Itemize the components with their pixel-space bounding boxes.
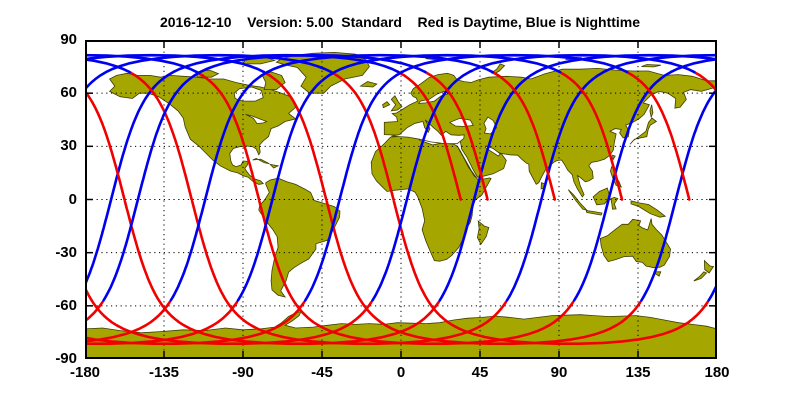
water-black-sea bbox=[448, 117, 474, 127]
y-tick-label-90: 90 bbox=[60, 31, 77, 48]
daytime-track bbox=[85, 300, 239, 346]
nighttime-track bbox=[85, 53, 400, 288]
world-map-svg bbox=[85, 40, 717, 359]
y-tick-label-30: 30 bbox=[60, 137, 77, 155]
nighttime-track bbox=[371, 53, 696, 302]
land-new-zealand-north bbox=[703, 259, 715, 274]
x-tick-label-135: 135 bbox=[625, 364, 651, 381]
nighttime-track bbox=[236, 53, 562, 302]
land-java bbox=[585, 210, 603, 216]
x-tick-label-0: 0 bbox=[396, 364, 406, 381]
chart-title: 2016-12-10 Version: 5.00 Standard Red is… bbox=[159, 14, 641, 30]
land-sulawesi bbox=[610, 196, 619, 210]
nighttime-track bbox=[572, 57, 717, 302]
daytime-track bbox=[558, 70, 624, 201]
daytime-track bbox=[123, 200, 440, 346]
land-ireland bbox=[382, 101, 391, 109]
nighttime-track bbox=[102, 53, 427, 302]
y-tick-label--60: -60 bbox=[55, 296, 77, 314]
daytime-track bbox=[397, 70, 463, 201]
x-tick-label-90: 90 bbox=[550, 364, 568, 381]
land-cuba bbox=[252, 157, 270, 165]
y-tick-label-0: 0 bbox=[68, 190, 77, 208]
y-tick-label--90: -90 bbox=[55, 350, 77, 367]
y-tick-label--30: -30 bbox=[55, 243, 77, 261]
y-tick-label-60: 60 bbox=[60, 84, 77, 102]
daytime-track bbox=[85, 285, 373, 346]
daytime-track bbox=[85, 300, 171, 343]
daytime-track bbox=[491, 70, 557, 201]
land-south-america bbox=[258, 177, 341, 298]
map-plot-area bbox=[85, 40, 717, 359]
daytime-track bbox=[392, 200, 709, 346]
daytime-track bbox=[190, 200, 508, 346]
plot-frame bbox=[85, 40, 717, 359]
daytime-track bbox=[262, 70, 328, 201]
nighttime-track bbox=[169, 53, 494, 302]
water-great-lakes bbox=[245, 114, 268, 125]
x-tick-label--45: -45 bbox=[311, 364, 333, 381]
daytime-track bbox=[424, 70, 489, 201]
land-great-britain bbox=[390, 95, 403, 112]
x-tick-label-180: 180 bbox=[704, 364, 730, 381]
land-australia bbox=[599, 218, 671, 269]
land-new-guinea bbox=[630, 200, 667, 218]
daytime-track bbox=[625, 70, 691, 201]
land-sakhalin bbox=[649, 104, 654, 119]
daytime-track bbox=[330, 70, 395, 201]
land-madagascar bbox=[476, 220, 490, 246]
land-new-siberian-islands bbox=[641, 64, 661, 68]
daytime-track bbox=[195, 70, 261, 201]
x-tick-label-45: 45 bbox=[471, 364, 489, 381]
x-tick-label--135: -135 bbox=[148, 364, 180, 381]
water-red-sea bbox=[457, 147, 477, 179]
daytime-track bbox=[692, 70, 717, 94]
nighttime-track bbox=[640, 87, 717, 302]
nighttime-track bbox=[85, 53, 333, 92]
daytime-track bbox=[128, 70, 193, 201]
daytime-track bbox=[85, 300, 306, 346]
nighttime-track bbox=[303, 53, 629, 302]
nighttime-track bbox=[438, 53, 717, 302]
daytime-track bbox=[85, 300, 104, 323]
land-iceland bbox=[359, 81, 378, 88]
x-tick-label--90: -90 bbox=[232, 364, 254, 381]
land-eurasia bbox=[383, 67, 717, 198]
land-japan bbox=[629, 117, 658, 145]
nighttime-track bbox=[505, 53, 717, 302]
daytime-track bbox=[258, 200, 575, 346]
x-tick-label--180: -180 bbox=[69, 364, 101, 381]
land-hispaniola bbox=[269, 163, 280, 169]
land-baffin-island bbox=[261, 71, 286, 90]
land-new-zealand-south bbox=[693, 271, 708, 282]
daytime-track bbox=[325, 200, 642, 346]
land-taiwan bbox=[612, 154, 616, 161]
